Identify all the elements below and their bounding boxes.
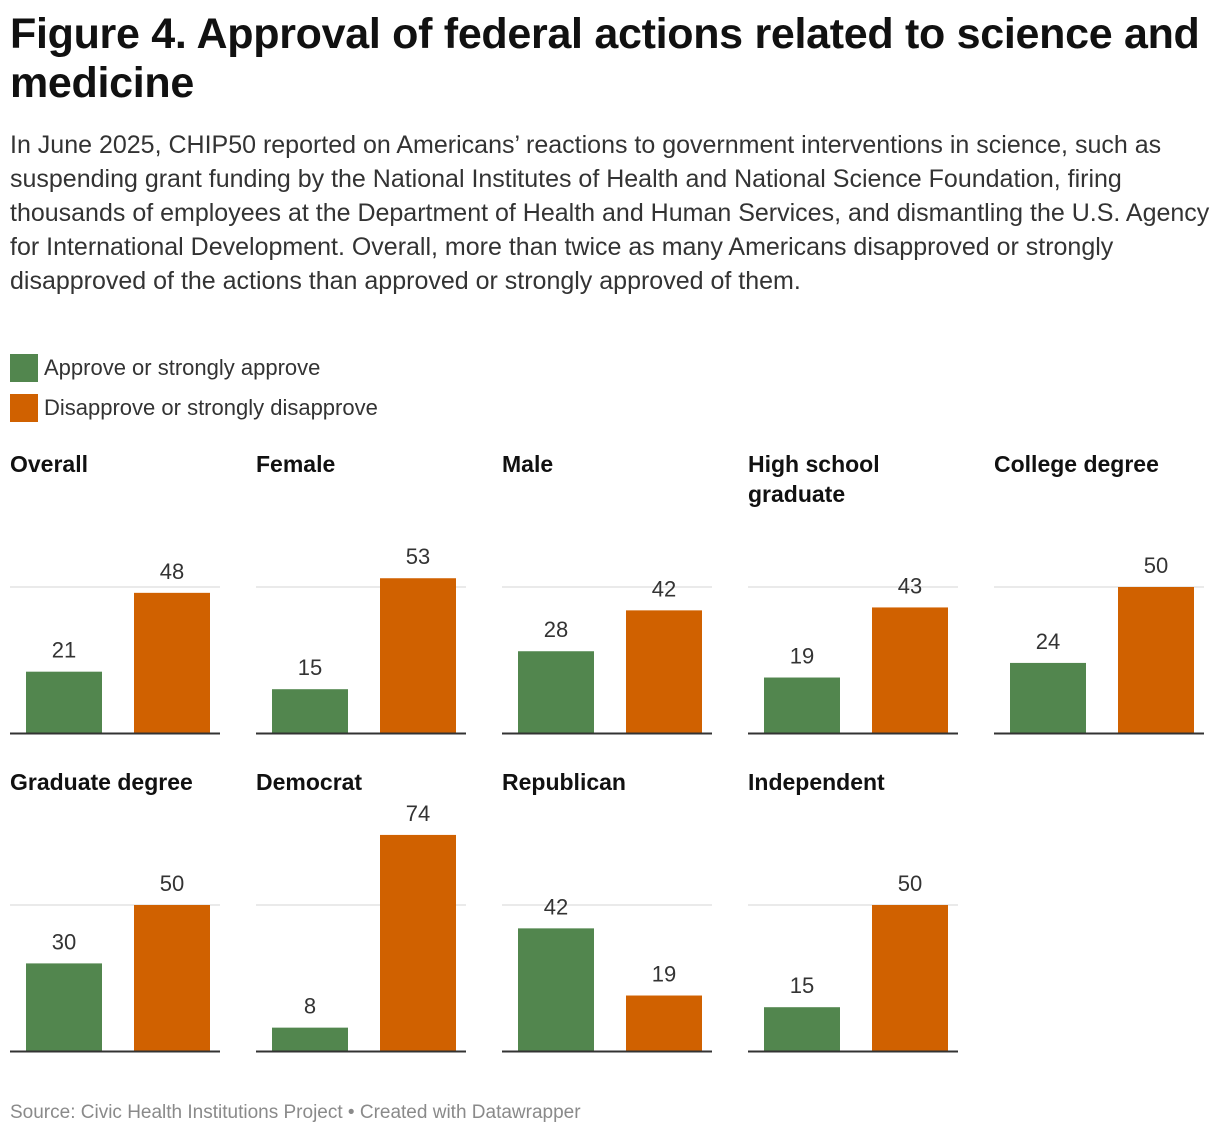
legend: Approve or strongly approve Disapprove o… bbox=[10, 354, 378, 434]
bar-approve bbox=[518, 928, 594, 1051]
value-label: 50 bbox=[898, 871, 922, 896]
bar-approve bbox=[272, 1027, 348, 1051]
value-label: 50 bbox=[160, 871, 184, 896]
bar-approve bbox=[26, 671, 102, 733]
value-label: 28 bbox=[544, 617, 568, 642]
value-label: 19 bbox=[652, 962, 676, 987]
bar-panel: Republican 42 19 bbox=[502, 769, 712, 1053]
panel-title: High school bbox=[748, 451, 880, 477]
bar-panel: Democrat 8 74 bbox=[256, 769, 466, 1053]
bar-panel: Female 15 53 bbox=[256, 451, 466, 735]
panel-title: Graduate degree bbox=[10, 769, 193, 795]
bar-disapprove bbox=[626, 610, 702, 733]
value-label: 42 bbox=[652, 576, 676, 601]
bar-disapprove bbox=[134, 905, 210, 1051]
bar-panel: Graduate degree 30 50 bbox=[10, 769, 220, 1053]
bar-panel: Male 28 42 bbox=[502, 451, 712, 735]
value-label: 15 bbox=[298, 655, 322, 680]
panel-title: Democrat bbox=[256, 769, 362, 795]
legend-item-approve: Approve or strongly approve bbox=[10, 354, 378, 382]
value-label: 24 bbox=[1036, 629, 1060, 654]
bar-approve bbox=[26, 963, 102, 1051]
value-label: 15 bbox=[790, 973, 814, 998]
value-label: 50 bbox=[1144, 553, 1168, 578]
panel-title: Independent bbox=[748, 769, 885, 795]
source-note: Source: Civic Health Institutions Projec… bbox=[10, 1102, 581, 1123]
value-label: 43 bbox=[898, 573, 922, 598]
bar-disapprove bbox=[380, 578, 456, 733]
value-label: 30 bbox=[52, 929, 76, 954]
legend-swatch-disapprove bbox=[10, 394, 38, 422]
bar-disapprove bbox=[380, 834, 456, 1051]
panel-title: Male bbox=[502, 451, 553, 477]
value-label: 42 bbox=[544, 894, 568, 919]
value-label: 74 bbox=[406, 801, 430, 826]
bar-approve bbox=[764, 677, 840, 733]
legend-label-disapprove: Disapprove or strongly disapprove bbox=[44, 395, 378, 420]
legend-item-disapprove: Disapprove or strongly disapprove bbox=[10, 394, 378, 422]
value-label: 53 bbox=[406, 544, 430, 569]
value-label: 21 bbox=[52, 638, 76, 663]
panel-title: College degree bbox=[994, 451, 1159, 477]
panel-title: Overall bbox=[10, 451, 88, 477]
bar-panel: College degree 24 50 bbox=[994, 451, 1204, 735]
bar-approve bbox=[764, 1007, 840, 1051]
panel-title: Female bbox=[256, 451, 335, 477]
bar-disapprove bbox=[134, 592, 210, 733]
bar-approve bbox=[1010, 662, 1086, 733]
bar-disapprove bbox=[872, 905, 948, 1051]
bar-disapprove bbox=[1118, 587, 1194, 733]
panel-title: graduate bbox=[748, 481, 845, 507]
value-label: 48 bbox=[160, 559, 184, 584]
bar-panel: High school graduate 19 43 bbox=[748, 451, 958, 735]
bar-panel: Independent 15 50 bbox=[748, 769, 958, 1053]
panel-title: Republican bbox=[502, 769, 626, 795]
legend-label-approve: Approve or strongly approve bbox=[44, 355, 321, 380]
bar-disapprove bbox=[872, 607, 948, 733]
bar-disapprove bbox=[626, 995, 702, 1051]
chart-subtitle: In June 2025, CHIP50 reported on America… bbox=[10, 131, 1210, 295]
value-label: 8 bbox=[304, 994, 316, 1019]
bar-panel: Overall 21 48 bbox=[10, 451, 220, 735]
value-label: 19 bbox=[790, 644, 814, 669]
bar-approve bbox=[518, 651, 594, 733]
chart-title: Figure 4. Approval of federal actions re… bbox=[10, 10, 1200, 107]
legend-swatch-approve bbox=[10, 354, 38, 382]
bar-approve bbox=[272, 689, 348, 733]
